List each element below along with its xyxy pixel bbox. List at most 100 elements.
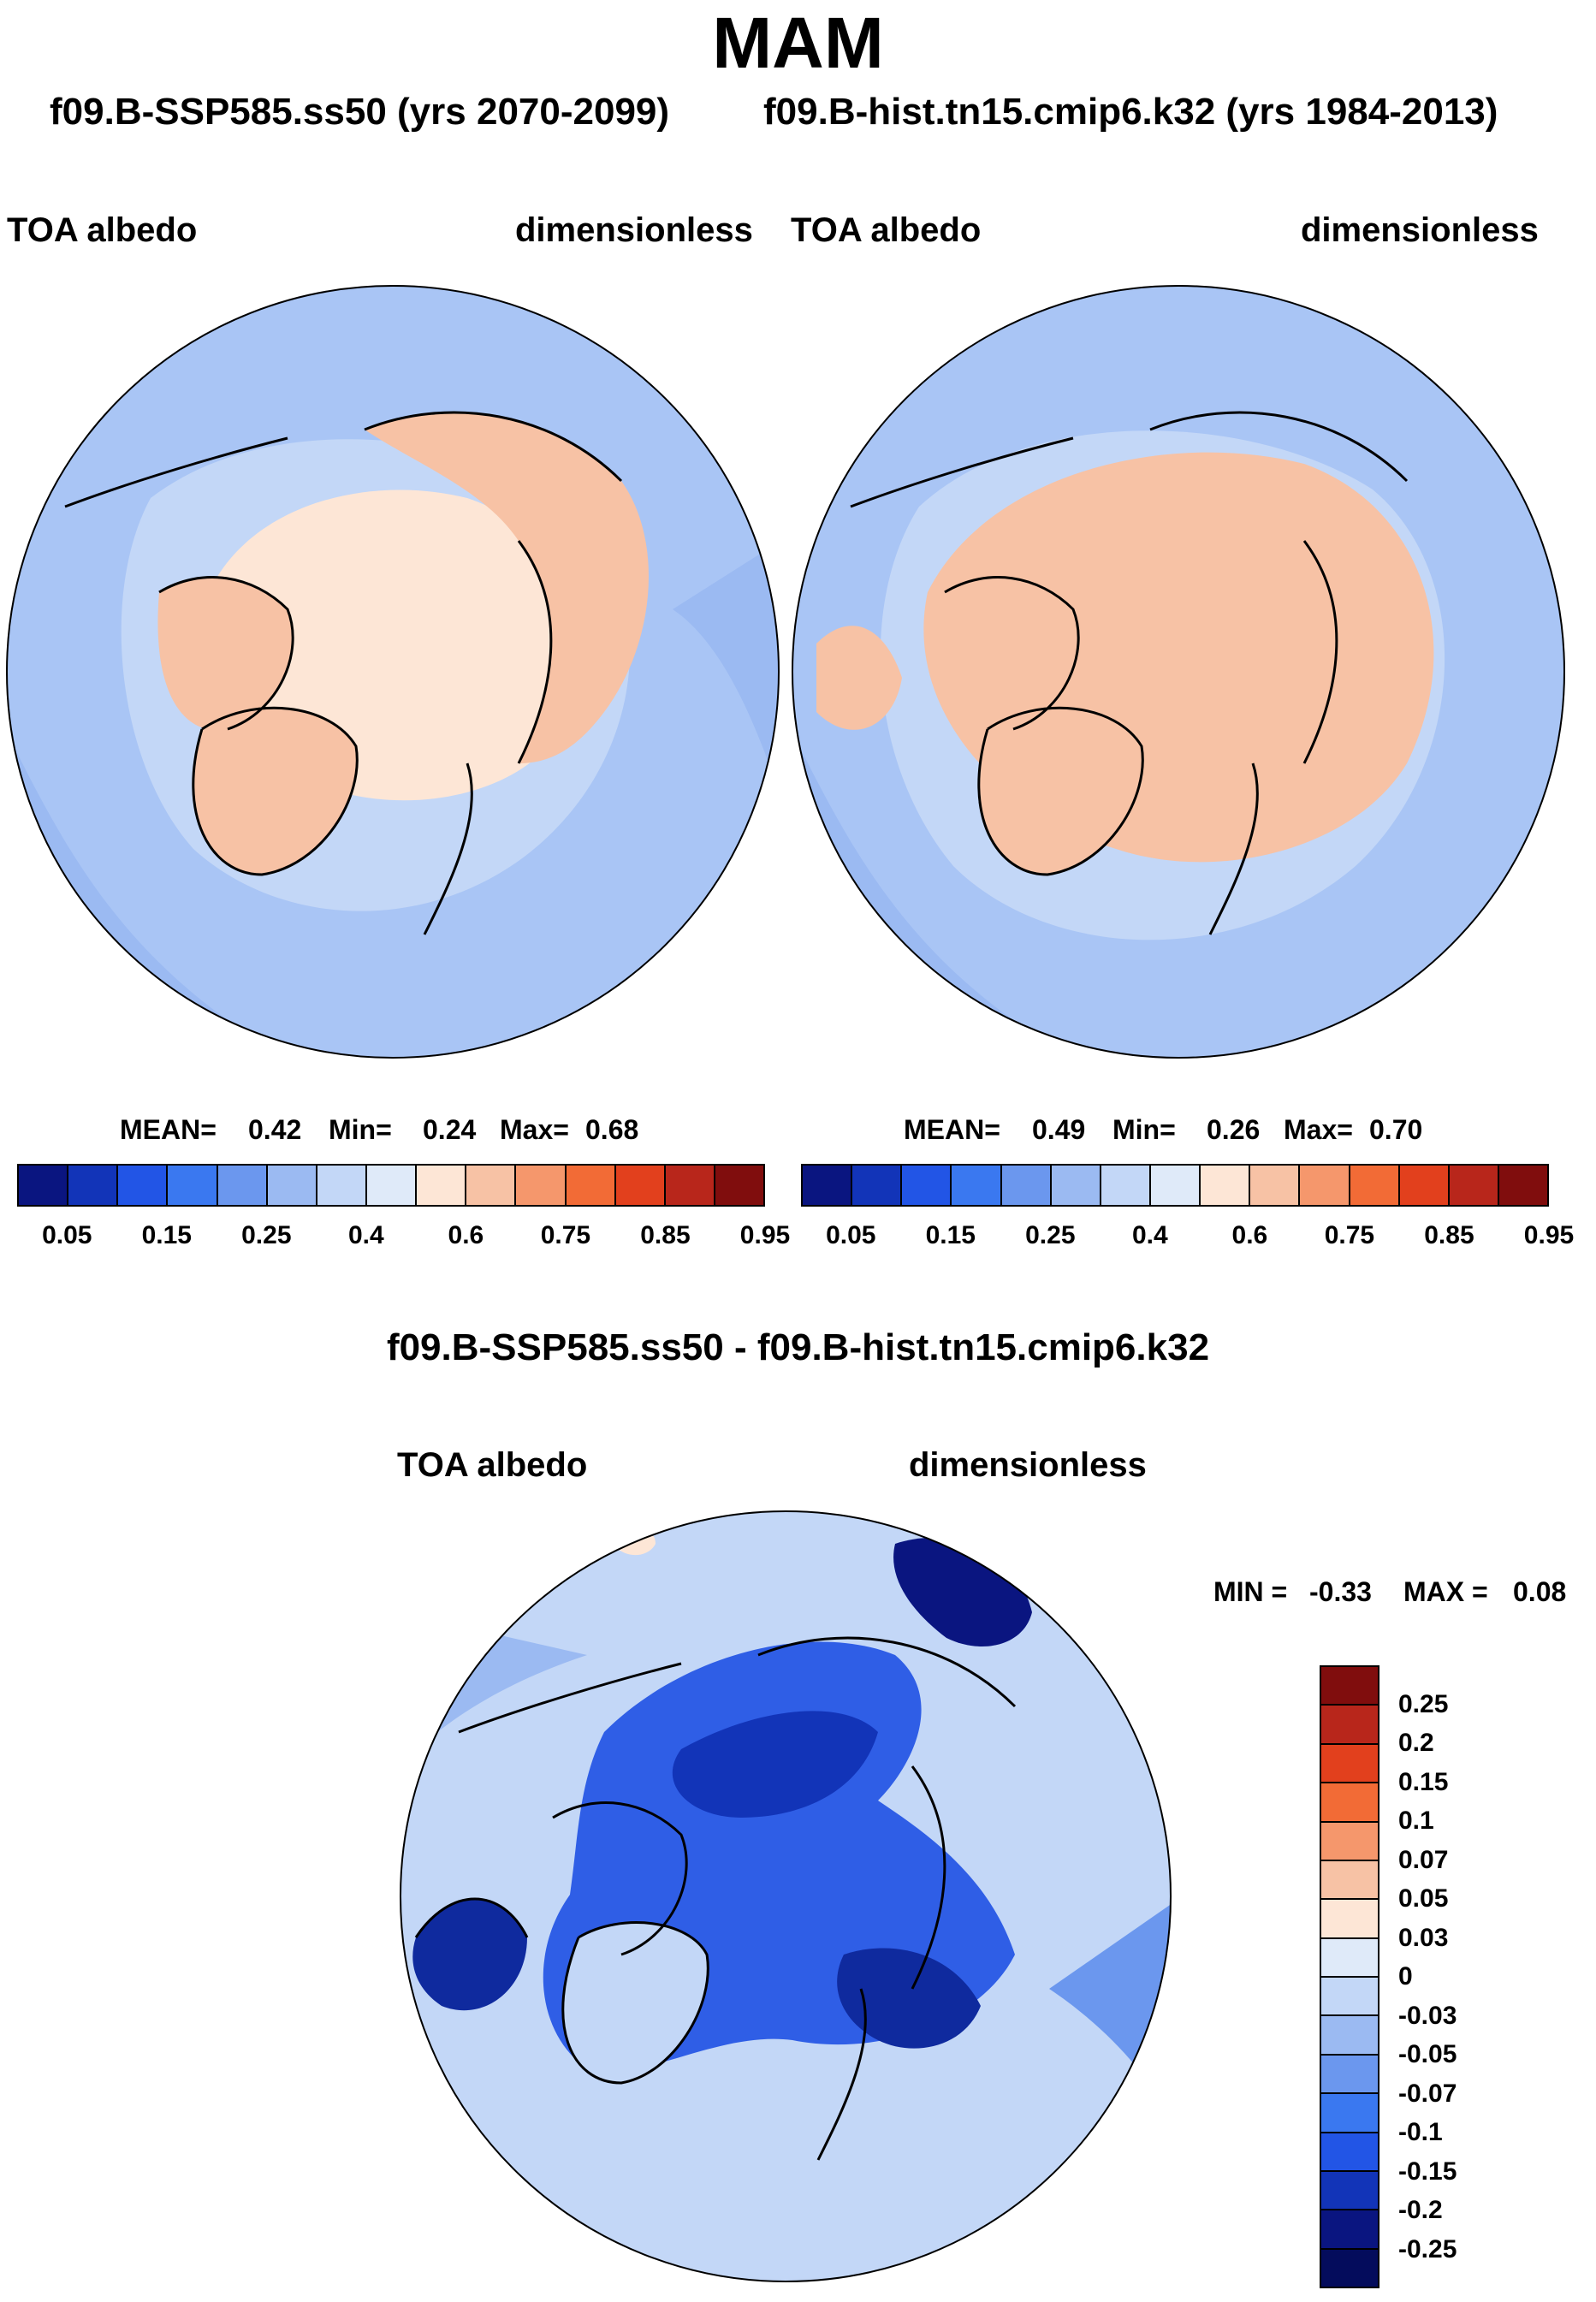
colorbar-swatch — [168, 1166, 218, 1205]
colorbar-tick-label: 0.95 — [1523, 1221, 1575, 1249]
colorbar-swatch — [317, 1166, 367, 1205]
diff-positive-patch — [604, 1523, 656, 1556]
colorbar-swatch — [1321, 1744, 1378, 1784]
colorbar-swatch — [1321, 1978, 1378, 2017]
panel1-mean-label: MEAN= — [120, 1114, 217, 1145]
colorbar-swatch — [267, 1166, 317, 1205]
panel1-canada-land — [157, 577, 294, 731]
colorbar-tick-label: -0.25 — [1398, 2234, 1457, 2263]
panel1-max-value: 0.68 — [585, 1114, 639, 1145]
panel2-greenland — [978, 708, 1143, 875]
colorbar-swatch — [366, 1166, 418, 1205]
panel2-variable-label: TOA albedo — [791, 211, 982, 249]
colorbar-tick-label: 0.75 — [1324, 1221, 1375, 1249]
colorbar-swatch — [615, 1166, 666, 1205]
colorbar-swatch — [1001, 1166, 1052, 1205]
colorbar-swatch — [1498, 1166, 1548, 1205]
colorbar-tick-label: 0.1 — [1398, 1807, 1434, 1835]
panel1-units-label: dimensionless — [515, 211, 753, 249]
colorbar-tick-label: 0.05 — [826, 1221, 876, 1249]
colorbar-tick-label: 0.25 — [241, 1221, 292, 1249]
panel1-greenland — [193, 708, 358, 875]
panel2-mean-value: 0.49 — [1032, 1114, 1086, 1145]
panel1-colorbar — [17, 1164, 765, 1207]
colorbar-tick-label: -0.07 — [1398, 2079, 1457, 2108]
colorbar-tick-label: 0.25 — [1025, 1221, 1076, 1249]
colorbar-swatch — [1321, 1938, 1378, 1978]
colorbar-swatch — [1321, 2055, 1378, 2095]
diff-units-label: dimensionless — [909, 1446, 1147, 1484]
diff-hudson-bay — [412, 1899, 527, 2011]
colorbar-tick-label: -0.03 — [1398, 2001, 1457, 2030]
colorbar-tick-label: -0.05 — [1398, 2040, 1457, 2068]
panel2-min-label: Min= — [1112, 1114, 1176, 1145]
diff-max-label: MAX = — [1403, 1576, 1488, 1607]
colorbar-tick-label: -0.15 — [1398, 2157, 1457, 2186]
diff-min-label: MIN = — [1213, 1576, 1288, 1607]
diff-variable-label: TOA albedo — [397, 1446, 588, 1484]
colorbar-swatch — [68, 1166, 119, 1205]
panel2-units-label: dimensionless — [1301, 211, 1539, 249]
panel2-coastline — [850, 411, 1409, 935]
colorbar-tick-label: 0.07 — [1398, 1845, 1449, 1874]
diff-barents-loss — [837, 1948, 981, 2049]
colorbar-swatch — [1321, 2171, 1378, 2211]
colorbar-tick-label: 0.95 — [739, 1221, 791, 1249]
colorbar-swatch — [1350, 1166, 1400, 1205]
colorbar-swatch — [1321, 2133, 1378, 2172]
colorbar-swatch — [715, 1166, 764, 1205]
colorbar-swatch — [1321, 1706, 1378, 1745]
colorbar-swatch — [1321, 1900, 1378, 1939]
colorbar-tick-label: 0.15 — [1398, 1767, 1449, 1796]
panel2-polar-map — [792, 285, 1565, 1059]
colorbar-tick-label: 0.15 — [925, 1221, 976, 1249]
colorbar-tick-label: -0.2 — [1398, 2196, 1443, 2224]
diff-polar-map — [400, 1510, 1172, 2282]
colorbar-swatch — [1321, 1822, 1378, 1861]
panel1-min-value: 0.24 — [423, 1114, 477, 1145]
colorbar-swatch — [952, 1166, 1002, 1205]
colorbar-swatch — [1051, 1166, 1101, 1205]
panel2-western-land — [816, 626, 902, 730]
colorbar-tick-label: 0.85 — [1424, 1221, 1474, 1249]
panel2-mean-label: MEAN= — [904, 1114, 1000, 1145]
colorbar-swatch — [1150, 1166, 1201, 1205]
colorbar-swatch — [1321, 1783, 1378, 1823]
colorbar-swatch — [852, 1166, 903, 1205]
colorbar-tick-label: 0.6 — [448, 1221, 484, 1249]
colorbar-swatch — [1321, 2016, 1378, 2056]
colorbar-tick-label: 0.85 — [640, 1221, 691, 1249]
colorbar-swatch — [118, 1166, 169, 1205]
colorbar-tick-label: 0 — [1398, 1962, 1413, 1991]
colorbar-swatch — [466, 1166, 517, 1205]
panel1-coastline — [64, 411, 623, 935]
colorbar-swatch — [1399, 1166, 1450, 1205]
colorbar-swatch — [803, 1166, 853, 1205]
panel2-max-label: Max= — [1284, 1114, 1353, 1145]
panel2-min-value: 0.26 — [1207, 1114, 1261, 1145]
colorbar-tick-label: 0.6 — [1231, 1221, 1268, 1249]
colorbar-tick-label: 0.75 — [540, 1221, 591, 1249]
colorbar-swatch — [1321, 1667, 1378, 1706]
colorbar-tick-label: 0.25 — [1398, 1689, 1449, 1718]
diff-title: f09.B-SSP585.ss50 - f09.B-hist.tn15.cmip… — [386, 1326, 1210, 1368]
colorbar-swatch — [665, 1166, 715, 1205]
colorbar-swatch — [1300, 1166, 1350, 1205]
colorbar-swatch — [1250, 1166, 1301, 1205]
colorbar-swatch — [1201, 1166, 1251, 1205]
diff-greenland — [562, 1922, 709, 2083]
colorbar-tick-label: 0.05 — [1398, 1884, 1449, 1913]
colorbar-swatch — [1321, 2210, 1378, 2250]
diff-strong-loss-core — [672, 1711, 878, 1818]
diff-coastline — [414, 1636, 1017, 2161]
colorbar-tick-label: 0.05 — [42, 1221, 92, 1249]
subtitle-left: f09.B-SSP585.ss50 (yrs 2070-2099) — [50, 91, 670, 133]
page-title: MAM — [712, 3, 884, 83]
colorbar-tick-label: 0.15 — [141, 1221, 192, 1249]
diff-max-value: 0.08 — [1513, 1576, 1567, 1607]
panel1-mean-value: 0.42 — [248, 1114, 302, 1145]
colorbar-swatch — [1449, 1166, 1499, 1205]
panel1-siberia-land — [365, 412, 650, 763]
panel2-max-value: 0.70 — [1369, 1114, 1423, 1145]
diff-colorbar — [1320, 1665, 1379, 2288]
